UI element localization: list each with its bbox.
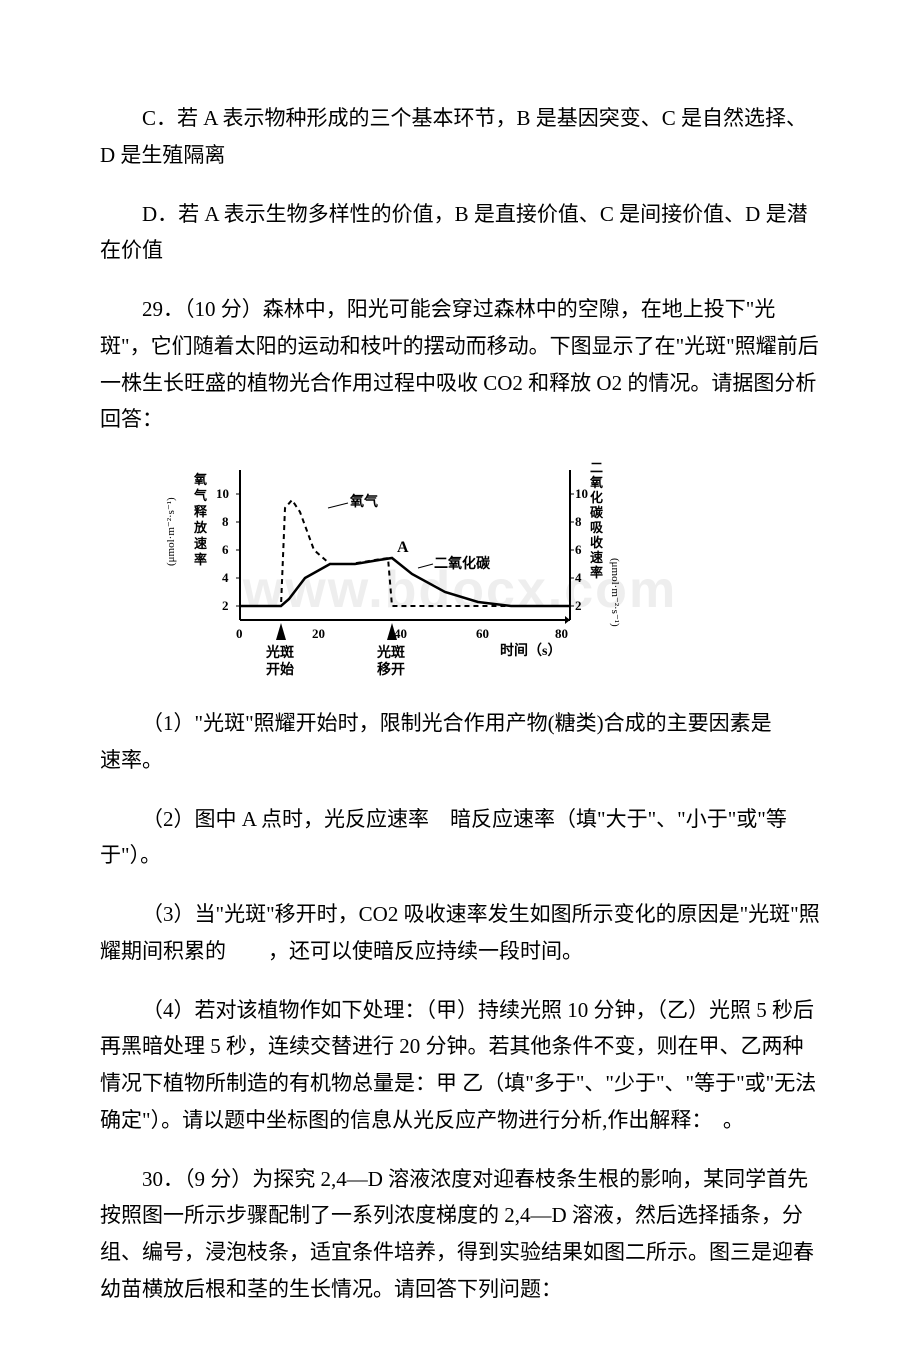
question-29-stem: 29．（10 分）森林中，阳光可能会穿过森林中的空隙，在地上投下"光斑"，它们随… <box>100 291 820 438</box>
ytick-6: 6 <box>222 542 229 557</box>
y-right-unit: (μmol·m⁻²·s⁻¹) <box>609 558 621 627</box>
ytick-4: 4 <box>222 570 229 585</box>
ytick-r2: 2 <box>575 598 582 613</box>
y-ticks-left: 2 4 6 8 10 <box>216 486 240 613</box>
arrow1-label-line1: 光斑 <box>265 644 294 661</box>
question-29-4: （4）若对该植物作如下处理：（甲）持续光照 10 分钟，（乙）光照 5 秒后再黑… <box>100 992 820 1139</box>
xtick-0: 0 <box>236 626 243 641</box>
legend-co2: 二氧化碳 <box>434 555 491 572</box>
option-c: C．若 A 表示物种形成的三个基本环节，B 是基因突变、C 是自然选择、D 是生… <box>100 100 820 174</box>
option-d: D．若 A 表示生物多样性的价值，B 是直接价值、C 是间接价值、D 是潜在价值 <box>100 196 820 270</box>
question-30-stem: 30．（9 分）为探究 2,4—D 溶液浓度对迎春枝条生根的影响，某同学首先按照… <box>100 1161 820 1308</box>
x-axis-title: 时间（s） <box>500 642 561 659</box>
xtick-20: 20 <box>312 626 325 641</box>
ytick-r10: 10 <box>575 486 588 501</box>
ytick-10: 10 <box>216 486 229 501</box>
legend-co2-line <box>418 564 433 568</box>
arrow2-label-line1: 光斑 <box>376 644 405 661</box>
x-ticks: 0 20 40 60 80 <box>236 626 568 641</box>
ytick-r8: 8 <box>575 514 582 529</box>
xtick-60: 60 <box>476 626 489 641</box>
y-left-unit: (μmol·m⁻²·s⁻¹) <box>165 497 177 566</box>
chart-svg: 氧 气 释 放 速 率 (μmol·m⁻²·s⁻¹) 二 氧 化 碳 吸 收 速… <box>150 460 640 685</box>
ytick-2: 2 <box>222 598 229 613</box>
ytick-r4: 4 <box>575 570 582 585</box>
question-29-3: （3）当"光斑"移开时，CO2 吸收速率发生如图所示变化的原因是"光斑"照耀期间… <box>100 896 820 970</box>
photosynthesis-chart: 氧 气 释 放 速 率 (μmol·m⁻²·s⁻¹) 二 氧 化 碳 吸 收 速… <box>150 460 640 685</box>
legend-o2-line <box>328 503 348 508</box>
xtick-80: 80 <box>555 626 568 641</box>
legend-o2: 氧气 <box>349 493 378 510</box>
arrow2-label-line2: 移开 <box>377 661 405 678</box>
ytick-r6: 6 <box>575 542 582 557</box>
arrow1-icon <box>276 623 286 640</box>
co2-curve <box>240 558 570 606</box>
ytick-8: 8 <box>222 514 229 529</box>
point-a-label: A <box>397 539 409 556</box>
y-left-title: 氧 气 释 放 速 率 <box>193 472 210 567</box>
arrow1-label-line2: 开始 <box>266 661 294 678</box>
question-29-2: （2）图中 A 点时，光反应速率 暗反应速率（填"大于"、"小于"或"等于"）。 <box>100 801 820 875</box>
y-right-title: 二 氧 化 碳 吸 收 速 率 <box>589 460 606 580</box>
question-29-1: （1）"光斑"照耀开始时，限制光合作用产物(糖类)合成的主要因素是 速率。 <box>100 705 820 779</box>
y-ticks-right: 2 4 6 8 10 <box>570 486 588 613</box>
